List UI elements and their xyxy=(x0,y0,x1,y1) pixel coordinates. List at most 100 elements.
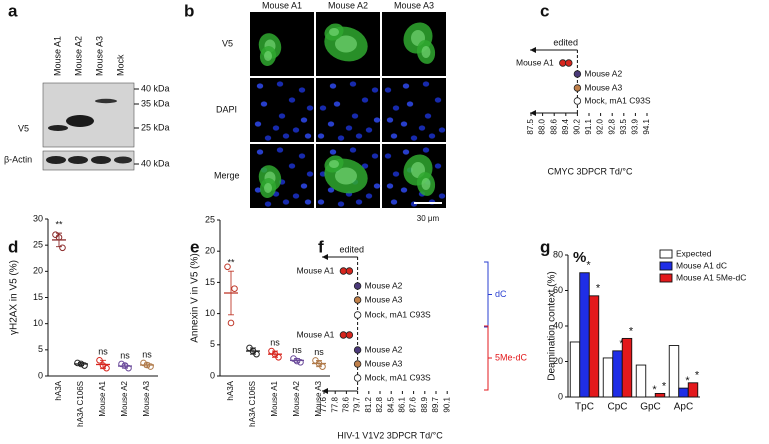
significance: * xyxy=(586,260,591,272)
error-bar xyxy=(144,362,150,368)
error-bar xyxy=(294,358,300,363)
group-label: dC xyxy=(495,289,507,299)
series-label: Mouse A3 xyxy=(584,82,622,92)
row-label: β-Actin xyxy=(4,154,32,164)
row-label: Merge xyxy=(214,170,240,180)
x-tick-label: 88.6 xyxy=(549,118,558,134)
x-tick-label: 88.0 xyxy=(538,118,547,134)
dot xyxy=(224,263,231,271)
dot xyxy=(147,363,154,370)
blot-membrane xyxy=(42,82,135,148)
series-label: Mouse A2 xyxy=(365,280,403,290)
nucleus xyxy=(424,113,432,119)
micrograph xyxy=(382,78,446,142)
nucleus xyxy=(351,113,359,119)
x-tick-label: 89.4 xyxy=(561,118,570,134)
bar xyxy=(621,337,633,398)
x-tick-label: 89.7 xyxy=(431,396,440,412)
bar xyxy=(579,272,590,398)
significance: * xyxy=(685,375,690,387)
nucleus xyxy=(300,183,308,189)
cell-core xyxy=(264,51,272,61)
column-label: Mouse A2 xyxy=(328,0,368,10)
arrow-head xyxy=(530,110,536,116)
x-axis-title: CMYC 3DPCR Td/°C xyxy=(548,166,633,176)
nucleus xyxy=(384,153,392,159)
bar xyxy=(678,387,689,398)
nucleus xyxy=(329,83,337,89)
marker-label: 40 kDa xyxy=(141,83,170,93)
nucleus xyxy=(361,163,369,169)
nucleus xyxy=(317,133,325,139)
arrow-head xyxy=(530,47,536,53)
dot xyxy=(573,97,582,105)
dot xyxy=(345,267,354,275)
error-bar xyxy=(250,347,256,355)
nucleus xyxy=(254,187,262,193)
error-bar xyxy=(56,232,62,248)
dot xyxy=(565,59,573,67)
x-tick-label: Mouse A2 xyxy=(120,380,129,416)
y-tick-label: 30 xyxy=(33,213,43,223)
cell-core xyxy=(421,178,431,190)
y-axis-title: γH2AX in V5 (%) xyxy=(9,260,20,335)
significance: ns xyxy=(270,337,280,347)
legend-swatch xyxy=(659,261,673,271)
marker-label: 40 kDa xyxy=(141,158,170,168)
group-bracket xyxy=(484,325,492,391)
y-tick-label: 60 xyxy=(553,285,563,295)
significance: ns xyxy=(98,347,108,357)
x-tick-label: Mouse A1 xyxy=(98,380,107,416)
annotation: % xyxy=(573,249,586,266)
dot xyxy=(353,296,362,304)
row-label: V5 xyxy=(18,123,29,133)
error-bar xyxy=(272,350,278,358)
error-bar xyxy=(122,363,128,369)
nucleus xyxy=(434,163,442,169)
y-tick-label: 15 xyxy=(33,292,43,302)
series-label: Mock, mA1 C93S xyxy=(584,95,650,105)
blot-band xyxy=(91,156,111,164)
nucleus xyxy=(384,87,392,93)
series-label: Mock, mA1 C93S xyxy=(365,372,431,382)
nucleus xyxy=(276,147,284,153)
group-label: 5Me-dC xyxy=(495,352,528,362)
column-label: Mouse A3 xyxy=(394,0,434,10)
significance: ns xyxy=(314,347,324,357)
nucleus xyxy=(288,163,296,169)
x-tick-label: 84.5 xyxy=(386,396,395,412)
x-axis-title: HIV-1 V1V2 3DPCR Td/°C xyxy=(337,430,443,440)
nucleus xyxy=(345,125,353,131)
nucleus xyxy=(410,135,418,141)
nucleus xyxy=(406,101,414,107)
nucleus xyxy=(390,199,398,205)
nucleus xyxy=(306,171,314,177)
bar xyxy=(687,382,699,398)
marker-label: 35 kDa xyxy=(141,98,170,108)
x-tick-label: 77.8 xyxy=(330,396,339,412)
nucleus xyxy=(365,127,373,133)
nucleus xyxy=(402,149,410,155)
panel-label: b xyxy=(184,1,194,20)
significance: * xyxy=(662,380,667,392)
error-bar xyxy=(228,270,234,316)
nucleus xyxy=(254,121,262,127)
nucleus xyxy=(386,183,394,189)
x-tick-label: 87.6 xyxy=(409,396,418,412)
panel-label: c xyxy=(540,1,549,20)
nucleus xyxy=(392,171,400,177)
nucleus xyxy=(319,105,327,111)
cell-core xyxy=(329,28,339,36)
x-tick-label: TpC xyxy=(575,402,594,413)
bar xyxy=(588,295,600,398)
dot xyxy=(353,311,362,319)
nucleus xyxy=(349,147,357,153)
significance: * xyxy=(695,370,700,382)
dot xyxy=(74,359,81,367)
nucleus xyxy=(292,193,300,199)
nucleus xyxy=(422,147,430,153)
significance: * xyxy=(629,325,634,337)
western-blot: Mouse A1 Mouse A2 Mouse A3 Mock 40 kDa 3… xyxy=(4,36,170,171)
nucleus xyxy=(392,105,400,111)
blot-band xyxy=(46,156,66,164)
